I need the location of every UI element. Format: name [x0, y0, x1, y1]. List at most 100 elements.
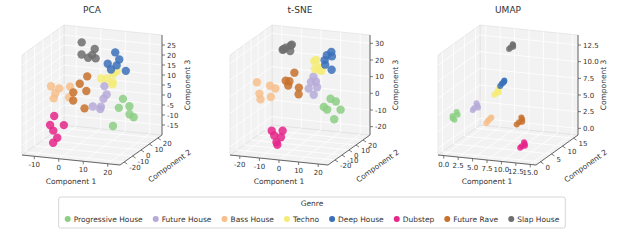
point	[50, 112, 58, 120]
point	[278, 127, 286, 135]
legend-swatch	[65, 216, 71, 222]
grid-line	[529, 30, 530, 130]
z-axis-title: Component 3	[183, 59, 192, 110]
point	[119, 95, 127, 103]
grid-line	[360, 34, 361, 134]
z-tick	[370, 126, 373, 127]
z-tick	[578, 78, 581, 79]
legend-item: Techno	[284, 215, 320, 224]
z-tick	[578, 128, 581, 129]
z-tick-label: 7.5	[583, 75, 594, 83]
point	[253, 78, 261, 86]
point	[496, 90, 502, 96]
z-axis-title: Component 3	[391, 59, 400, 110]
x-tick-label: -20	[234, 161, 245, 169]
x-tick	[530, 164, 531, 167]
point	[519, 119, 525, 125]
grid-line	[485, 26, 486, 126]
y-axis-title: Component 2	[354, 147, 401, 184]
panel: -20-1001020-20-1001020-20-100102030Compo…	[230, 5, 401, 186]
z-axis-title: Component 3	[599, 59, 608, 110]
legend-swatch	[444, 216, 450, 222]
legend-item: Future Rave	[444, 215, 498, 224]
grid-line	[438, 52, 480, 82]
grid-line	[473, 129, 515, 159]
grid-line	[487, 130, 529, 160]
point	[108, 78, 116, 86]
point	[97, 102, 105, 110]
z-tick-label: 10.0	[583, 58, 599, 66]
grid-line	[480, 52, 578, 62]
grid-line	[230, 117, 272, 147]
z-tick-label: 5	[167, 82, 171, 90]
x-tick-label: 5.0	[467, 164, 478, 172]
z-tick-label: 12.5	[583, 42, 599, 50]
grid-line	[251, 40, 252, 140]
point	[78, 38, 86, 46]
y-axis-line	[536, 135, 578, 165]
grid-line	[60, 128, 158, 138]
grid-line	[480, 118, 578, 128]
chart-title: t-SNE	[288, 5, 313, 15]
x-tick	[515, 163, 516, 166]
grid-line	[64, 95, 162, 105]
grid-line	[265, 30, 266, 130]
point	[111, 48, 119, 56]
grid-line	[22, 45, 64, 75]
z-tick	[162, 125, 165, 126]
legend-item: Progressive House	[65, 215, 143, 224]
x-axis-title: Component 1	[46, 177, 97, 186]
z-tick-label: 20	[375, 57, 384, 65]
grid-line	[442, 52, 443, 152]
point	[60, 121, 68, 129]
grid-line	[516, 133, 558, 163]
point	[89, 102, 97, 110]
point	[470, 107, 476, 113]
x-tick	[458, 157, 459, 160]
z-tick	[162, 65, 165, 66]
figure: -1001020-20-1001020-15-10-50510152025Com…	[0, 0, 624, 240]
y-tick-label: 20	[163, 140, 172, 148]
z-tick-label: -5	[167, 102, 174, 110]
legend-label: Deep House	[338, 215, 384, 224]
grid-line	[480, 68, 578, 78]
y-tick	[540, 162, 543, 164]
grid-line	[340, 32, 341, 132]
panel: 0.02.55.07.510.012.515.00510150.02.55.07…	[438, 5, 609, 186]
grid-line	[453, 44, 454, 144]
pane	[438, 25, 480, 155]
chart-root: -1001020-20-1001020-15-10-50510152025Com…	[0, 0, 624, 240]
point	[76, 80, 84, 88]
pane	[22, 25, 64, 155]
point	[307, 78, 315, 86]
point	[82, 87, 90, 95]
point	[455, 112, 461, 118]
point	[69, 88, 77, 96]
z-tick	[162, 115, 165, 116]
point	[115, 104, 123, 112]
z-tick	[162, 105, 165, 106]
legend: GenreProgressive HouseFuture HouseBass H…	[59, 197, 566, 228]
grid-line	[438, 102, 480, 132]
z-tick	[162, 85, 165, 86]
x-tick	[298, 162, 299, 165]
x-tick	[279, 160, 280, 163]
x-tick-label: 20	[103, 169, 112, 177]
grid-line	[438, 68, 480, 98]
x-tick-label: 0.0	[438, 161, 449, 169]
y-tick-label: 0	[146, 152, 150, 160]
grid-line	[321, 30, 322, 130]
legend-label: Slap House	[517, 215, 559, 224]
point	[323, 51, 331, 59]
pane	[64, 25, 162, 135]
legend-swatch	[284, 216, 290, 222]
x-tick-label: 10.0	[494, 166, 510, 174]
point	[125, 102, 133, 110]
z-tick-label: 25	[167, 42, 176, 50]
grid-line	[230, 67, 272, 97]
x-tick-label: 15.0	[522, 169, 538, 177]
legend-item: Dubstep	[394, 215, 435, 224]
grid-line	[480, 35, 578, 45]
grid-line	[244, 145, 342, 155]
y-tick	[342, 155, 345, 157]
